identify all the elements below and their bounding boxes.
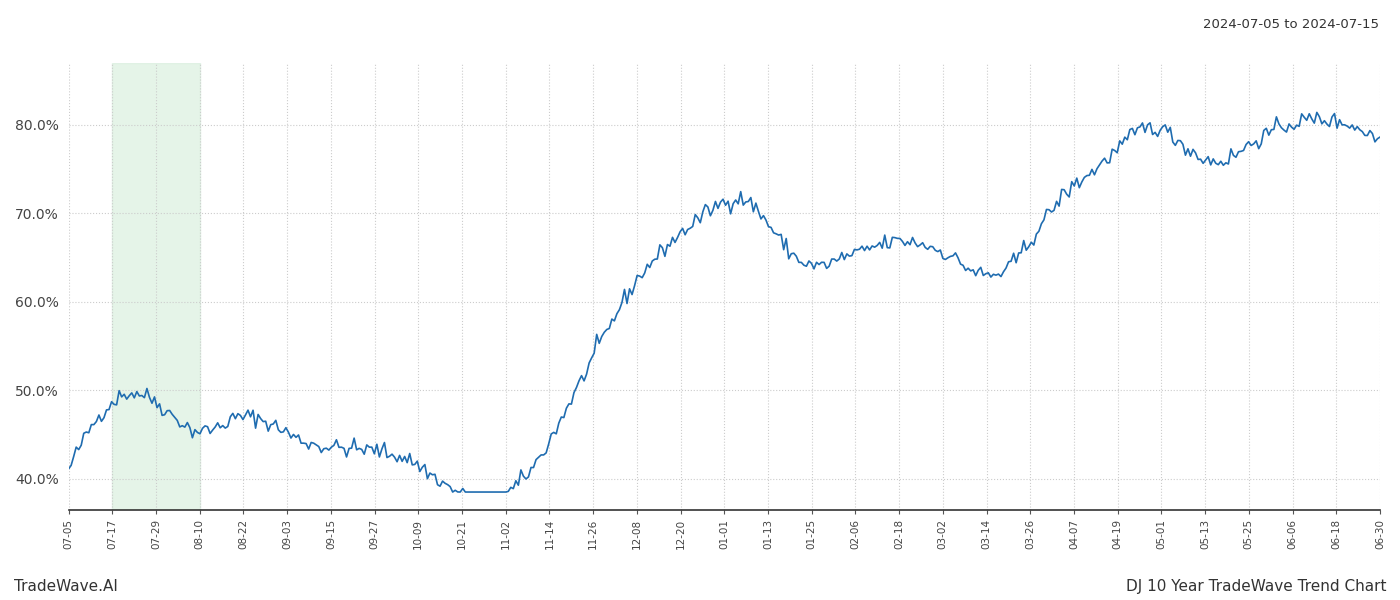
Text: TradeWave.AI: TradeWave.AI xyxy=(14,579,118,594)
Bar xyxy=(112,63,200,510)
Text: DJ 10 Year TradeWave Trend Chart: DJ 10 Year TradeWave Trend Chart xyxy=(1126,579,1386,594)
Text: 2024-07-05 to 2024-07-15: 2024-07-05 to 2024-07-15 xyxy=(1203,18,1379,31)
